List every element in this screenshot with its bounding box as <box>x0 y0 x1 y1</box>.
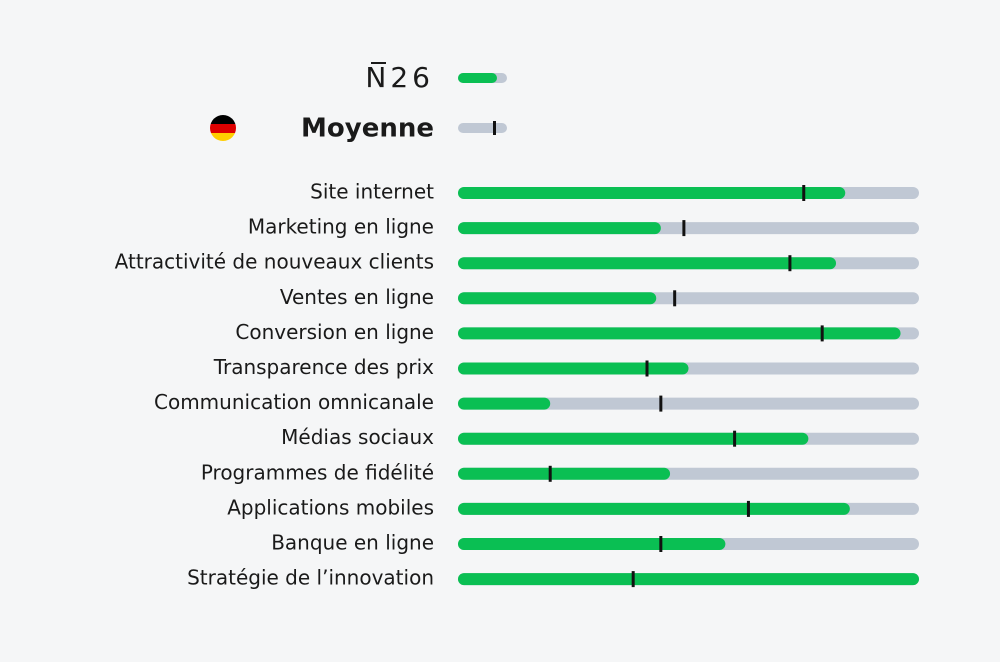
bar <box>458 502 850 515</box>
bar <box>458 573 919 586</box>
category-label: Conversion en ligne <box>235 320 434 344</box>
average-marker <box>682 220 686 237</box>
bar-track <box>458 397 919 410</box>
bar <box>458 467 671 480</box>
category-label: Marketing en ligne <box>248 215 434 239</box>
category-label: Ventes en ligne <box>280 285 434 309</box>
bar <box>458 257 837 270</box>
category-label: Programmes de fidélité <box>201 460 434 484</box>
category-label: Banque en ligne <box>271 531 434 555</box>
average-marker <box>733 430 737 447</box>
bar <box>458 222 661 235</box>
legend-swatch-track <box>458 123 507 133</box>
legend-swatch <box>493 121 496 135</box>
flag-icon <box>210 115 236 141</box>
category-label: Médias sociaux <box>281 425 434 449</box>
average-marker <box>631 571 635 588</box>
average-marker <box>645 360 649 377</box>
average-marker <box>548 465 552 482</box>
average-marker <box>802 185 806 201</box>
legend-swatch <box>458 73 497 83</box>
legend-label: Moyenne <box>301 114 434 144</box>
bar <box>458 397 551 410</box>
average-marker <box>673 290 677 307</box>
bar <box>458 187 846 199</box>
bar <box>458 432 809 445</box>
category-label: Communication omnicanale <box>154 390 434 414</box>
bar <box>458 292 657 305</box>
average-marker <box>659 536 663 552</box>
average-marker <box>788 255 792 272</box>
legend-label: N26 <box>365 61 434 94</box>
bar <box>458 362 689 375</box>
category-label: Attractivité de nouveaux clients <box>115 250 434 274</box>
bar <box>458 538 726 550</box>
category-label: Site internet <box>310 180 434 204</box>
average-marker <box>820 325 824 342</box>
category-label: Stratégie de l’innovation <box>187 566 434 590</box>
category-label: Applications mobiles <box>227 495 434 519</box>
average-marker <box>746 500 750 517</box>
average-marker <box>659 395 663 412</box>
category-label: Transparence des prix <box>213 355 434 379</box>
bar <box>458 327 901 340</box>
